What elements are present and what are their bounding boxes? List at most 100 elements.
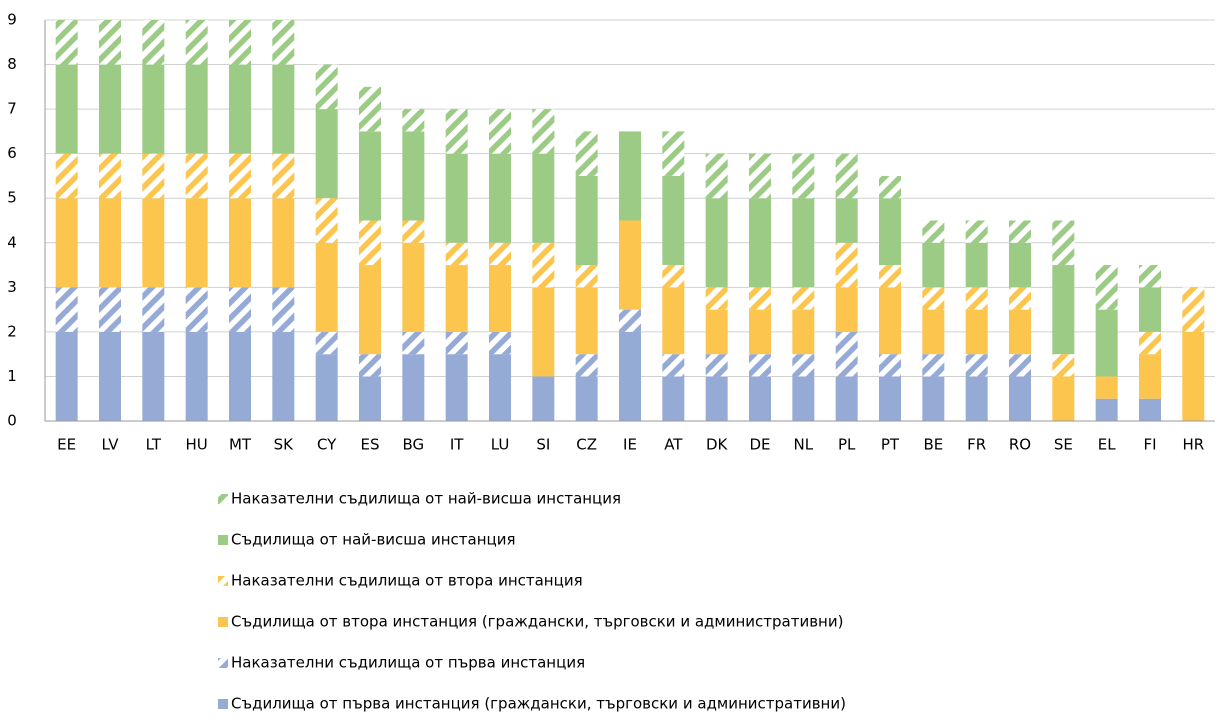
bar-segment xyxy=(1052,265,1075,355)
bar-segment xyxy=(619,331,641,421)
bar-segment xyxy=(315,198,338,243)
bar-segment xyxy=(705,309,728,355)
bar-segment xyxy=(185,287,208,332)
bar-segment xyxy=(922,354,945,377)
x-tick-label: LU xyxy=(491,436,510,454)
bar-segment xyxy=(142,153,165,199)
bar-segment xyxy=(879,198,901,266)
bar-segment xyxy=(272,20,295,65)
x-tick-label: SI xyxy=(536,436,550,454)
bar-segment xyxy=(965,287,988,310)
bar-segment xyxy=(1009,376,1031,421)
bar-segment xyxy=(835,198,858,243)
bar-segment xyxy=(879,354,901,377)
bar-segment xyxy=(575,175,598,266)
bar-segment xyxy=(55,331,78,421)
x-tick-label: LT xyxy=(146,436,162,454)
bar-segment xyxy=(489,331,511,355)
bar-segment xyxy=(1009,220,1031,243)
bar-segment xyxy=(142,198,165,288)
bar-segment xyxy=(532,242,555,288)
bar-segment xyxy=(705,354,728,377)
legend-swatch xyxy=(218,658,228,668)
bar-segment xyxy=(402,131,425,221)
bar-segment xyxy=(879,265,901,288)
x-tick-label: FI xyxy=(1143,436,1156,454)
legend-label: Съдилища от най-висша инстанция xyxy=(231,531,516,549)
bar-segment xyxy=(99,198,121,288)
bar-segment xyxy=(835,242,858,288)
bar-segment xyxy=(1182,287,1205,332)
bar-segment xyxy=(879,287,901,355)
bar-segment xyxy=(315,64,338,110)
bar-segment xyxy=(965,242,988,288)
bar-segment xyxy=(1139,265,1161,288)
bar-segment xyxy=(532,153,555,243)
bar-segment xyxy=(402,109,425,132)
bar-segment xyxy=(705,376,728,421)
x-tick-label: HR xyxy=(1182,436,1204,454)
x-tick-label: RO xyxy=(1009,436,1031,454)
bar-segment xyxy=(55,64,78,154)
bar-segment xyxy=(99,331,121,421)
bar-segment xyxy=(662,354,685,377)
bar-segment xyxy=(965,220,988,243)
x-tick-label: BE xyxy=(923,436,943,454)
bar-segment xyxy=(142,331,165,421)
x-tick-label: ES xyxy=(361,436,380,454)
bar-segment xyxy=(1095,398,1118,421)
x-tick-label: DE xyxy=(749,436,770,454)
x-tick-label: EE xyxy=(57,436,76,454)
bar-segment xyxy=(55,198,78,288)
bar-segment xyxy=(272,287,295,332)
bar-segment xyxy=(445,265,468,332)
bar-segment xyxy=(142,64,165,154)
bar-segment xyxy=(229,287,251,332)
bar-segment xyxy=(575,265,598,288)
bar-segment xyxy=(359,265,381,355)
bar-segment xyxy=(402,331,425,355)
bar-segment xyxy=(359,376,381,421)
x-tick-label: EL xyxy=(1098,436,1116,454)
x-tick-label: AT xyxy=(664,436,683,454)
legend-swatch xyxy=(218,494,228,504)
bar-segment xyxy=(1095,376,1118,399)
bar-segment xyxy=(445,354,468,421)
bar-segment xyxy=(229,20,251,65)
bar-segment xyxy=(402,220,425,243)
bar-segment xyxy=(749,376,771,421)
y-tick-label: 1 xyxy=(7,367,17,385)
bar-segment xyxy=(1182,331,1205,421)
bar-segment xyxy=(402,242,425,332)
bar-segment xyxy=(575,376,598,421)
bar-segment xyxy=(55,20,78,65)
bar-segment xyxy=(445,109,468,154)
bar-segment xyxy=(922,220,945,243)
bar-segment xyxy=(229,64,251,154)
x-tick-label: SE xyxy=(1054,436,1073,454)
bar-segment xyxy=(879,175,901,199)
bar-segment xyxy=(705,287,728,310)
bar-segment xyxy=(315,331,338,355)
x-tick-label: SK xyxy=(274,436,295,454)
bar-segment xyxy=(272,331,295,421)
legend-label: Съдилища от първа инстанция (граждански,… xyxy=(231,695,846,713)
bar-segment xyxy=(792,309,815,355)
bar-segment xyxy=(705,153,728,199)
x-tick-label: DK xyxy=(706,436,729,454)
bar-segment xyxy=(272,198,295,288)
bar-segment xyxy=(359,131,381,221)
bar-segment xyxy=(1052,220,1075,266)
bar-segment xyxy=(662,376,685,421)
bar-segment xyxy=(965,354,988,377)
bar-segment xyxy=(835,287,858,332)
bar-segment xyxy=(1139,354,1161,399)
bar-segment xyxy=(1052,354,1075,377)
bar-segment xyxy=(662,131,685,176)
legend-label: Наказателни съдилища от втора инстанция xyxy=(231,572,583,590)
bar-segment xyxy=(315,242,338,332)
legend-swatch xyxy=(218,699,228,709)
x-tick-label: CY xyxy=(317,436,337,454)
x-tick-label: FR xyxy=(967,436,986,454)
